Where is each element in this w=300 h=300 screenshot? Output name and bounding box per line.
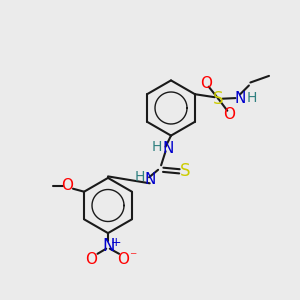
Text: O: O (200, 76, 212, 91)
Text: O: O (118, 252, 130, 267)
Text: ⁻: ⁻ (129, 250, 136, 264)
Text: S: S (179, 162, 190, 180)
Text: +: + (110, 236, 121, 249)
Text: N: N (144, 172, 155, 187)
Text: O: O (85, 252, 98, 267)
Text: O: O (223, 107, 235, 122)
Text: N: N (102, 237, 115, 255)
Text: H: H (247, 91, 257, 105)
Text: N: N (234, 91, 246, 106)
Text: H: H (135, 170, 145, 184)
Text: O: O (61, 178, 74, 193)
Text: H: H (152, 140, 162, 154)
Text: S: S (213, 90, 224, 108)
Text: N: N (162, 141, 174, 156)
